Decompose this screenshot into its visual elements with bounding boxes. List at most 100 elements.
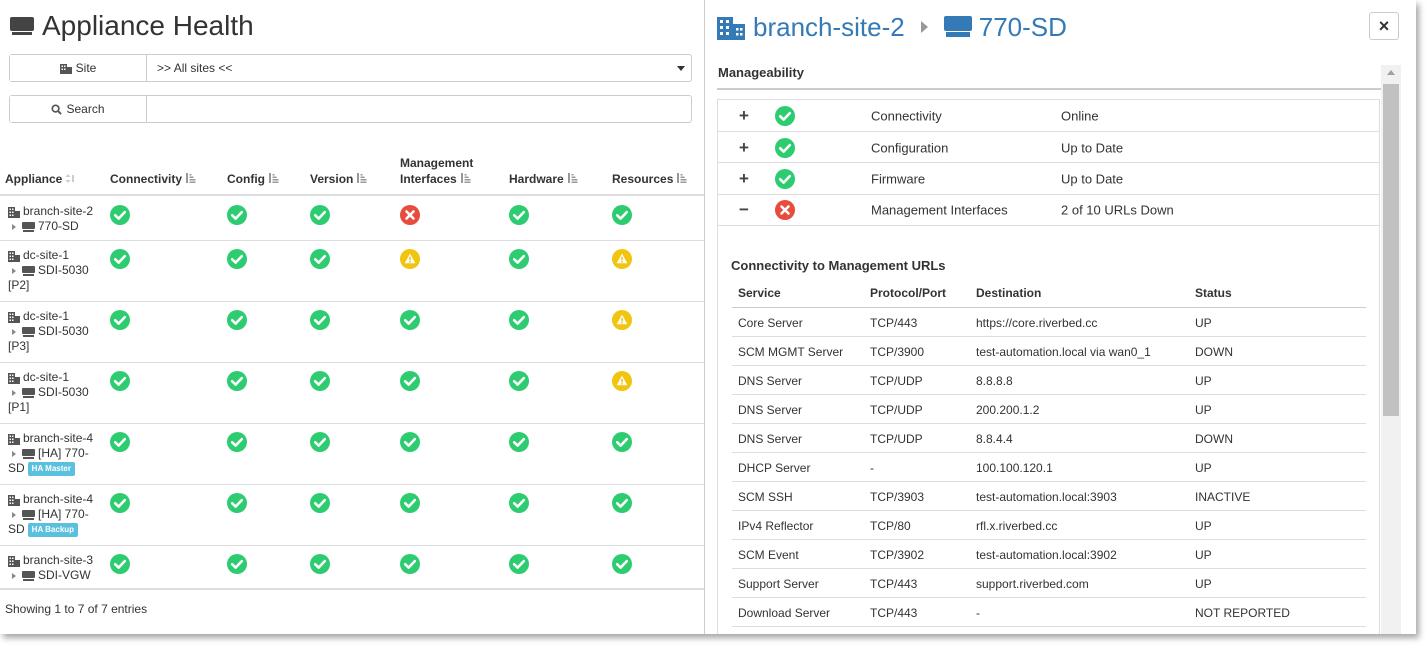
expand-icon[interactable]: + (739, 168, 749, 188)
status-cell[interactable] (310, 432, 330, 455)
status-cell[interactable] (509, 554, 529, 577)
site-select[interactable]: >> All sites << (147, 55, 691, 81)
expand-icon[interactable] (12, 450, 16, 457)
status-cell[interactable] (509, 310, 529, 333)
table-row[interactable]: branch-site-4 [HA] 770- SD HA Master (0, 424, 704, 485)
expand-icon[interactable] (12, 328, 16, 335)
status-cell[interactable] (227, 493, 247, 516)
scrollbar-thumb[interactable] (1383, 84, 1399, 416)
col-resources[interactable]: Resources (612, 171, 687, 187)
device-link[interactable]: SDI-VGW (38, 568, 91, 582)
status-cell[interactable] (509, 205, 529, 228)
col-management-interfaces[interactable]: Management Interfaces (400, 155, 473, 187)
status-cell[interactable] (310, 371, 330, 394)
status-cell[interactable] (227, 249, 247, 272)
check-circle-icon (110, 371, 130, 391)
close-button[interactable]: × (1369, 12, 1399, 40)
status-cell[interactable] (310, 249, 330, 272)
manageability-item[interactable]: + Configuration Up to Date (717, 131, 1380, 164)
breadcrumb-device[interactable]: 770-SD (978, 11, 1067, 42)
table-row[interactable]: branch-site-2 770-SD (0, 197, 704, 241)
status-cell[interactable] (612, 432, 632, 455)
table-row[interactable]: dc-site-1 SDI-5030 [P2] (0, 241, 704, 302)
site-link[interactable]: branch-site-4 (23, 492, 94, 506)
manageability-item[interactable]: + Firmware Up to Date (717, 162, 1380, 195)
expand-icon[interactable] (12, 511, 16, 518)
expand-icon[interactable]: + (739, 105, 749, 125)
status-cell[interactable] (400, 432, 420, 455)
status-cell[interactable] (227, 310, 247, 333)
col-connectivity[interactable]: Connectivity (110, 171, 196, 187)
expand-icon[interactable] (12, 572, 16, 579)
expand-icon[interactable]: + (739, 137, 749, 157)
status-cell[interactable] (400, 554, 420, 577)
expand-icon[interactable] (12, 223, 16, 230)
status-cell[interactable] (400, 249, 420, 272)
search-input[interactable] (147, 96, 691, 122)
url-status: INACTIVE (1195, 490, 1251, 504)
site-link[interactable]: branch-site-3 (23, 553, 94, 567)
status-cell[interactable] (400, 371, 420, 394)
table-row[interactable]: branch-site-4 [HA] 770- SD HA Backup (0, 485, 704, 546)
col-hardware[interactable]: Hardware (509, 171, 578, 187)
col-version[interactable]: Version (310, 171, 367, 187)
status-cell[interactable] (612, 554, 632, 577)
device-link[interactable]: SDI-5030 (38, 324, 89, 338)
status-cell[interactable] (509, 493, 529, 516)
status-cell[interactable] (612, 249, 632, 272)
status-cell[interactable] (509, 371, 529, 394)
site-link[interactable]: branch-site-4 (23, 431, 94, 445)
status-cell[interactable] (110, 205, 130, 228)
site-link[interactable]: branch-site-2 (23, 204, 94, 218)
status-cell[interactable] (110, 310, 130, 333)
status-cell[interactable] (227, 432, 247, 455)
expand-icon[interactable] (12, 267, 16, 274)
device-link[interactable]: SDI-5030 (38, 385, 89, 399)
device-link[interactable]: 770-SD (38, 219, 79, 233)
manageability-item[interactable]: − Management Interfaces 2 of 10 URLs Down (717, 194, 1380, 226)
table-row[interactable]: branch-site-3 SDI-VGW (0, 546, 704, 589)
item-name: Connectivity (871, 108, 942, 123)
device-link[interactable]: SDI-5030 (38, 263, 89, 277)
col-config[interactable]: Config (227, 171, 279, 187)
status-cell[interactable] (612, 205, 632, 228)
status-cell[interactable] (110, 554, 130, 577)
col-appliance[interactable]: Appliance (5, 171, 76, 187)
site-link[interactable]: dc-site-1 (23, 248, 70, 262)
status-cell[interactable] (110, 493, 130, 516)
status-cell[interactable] (110, 249, 130, 272)
status-cell[interactable] (509, 432, 529, 455)
status-cell[interactable] (310, 310, 330, 333)
status-cell[interactable] (612, 371, 632, 394)
status-cell[interactable] (612, 493, 632, 516)
breadcrumb-site[interactable]: branch-site-2 (753, 11, 905, 42)
site-link[interactable]: dc-site-1 (23, 309, 70, 323)
table-row[interactable]: dc-site-1 SDI-5030 [P3] (0, 302, 704, 363)
status-cell[interactable] (227, 205, 247, 228)
collapse-icon[interactable]: − (739, 200, 749, 219)
table-row[interactable]: dc-site-1 SDI-5030 [P1] (0, 363, 704, 424)
status-cell[interactable] (310, 554, 330, 577)
device-link[interactable]: [HA] 770- (38, 507, 89, 521)
status-cell[interactable] (310, 205, 330, 228)
status-cell[interactable] (612, 310, 632, 333)
manageability-item[interactable]: + Connectivity Online (717, 99, 1380, 132)
site-filter-label[interactable]: Site (10, 55, 147, 81)
status-cell[interactable] (227, 554, 247, 577)
status-cell[interactable] (110, 432, 130, 455)
expand-icon[interactable] (12, 389, 16, 396)
status-cell[interactable] (400, 205, 420, 228)
status-cell[interactable] (400, 310, 420, 333)
col-resources-label: Resources (612, 172, 674, 186)
col-destination: Destination (976, 286, 1042, 300)
status-cell[interactable] (227, 371, 247, 394)
site-link[interactable]: dc-site-1 (23, 370, 70, 384)
device-link[interactable]: [HA] 770- (38, 446, 89, 460)
status-cell[interactable] (509, 249, 529, 272)
check-circle-icon (227, 554, 247, 574)
status-cell[interactable] (310, 493, 330, 516)
search-label[interactable]: Search (10, 96, 147, 122)
scroll-up-icon[interactable] (1387, 70, 1395, 75)
status-cell[interactable] (110, 371, 130, 394)
status-cell[interactable] (400, 493, 420, 516)
